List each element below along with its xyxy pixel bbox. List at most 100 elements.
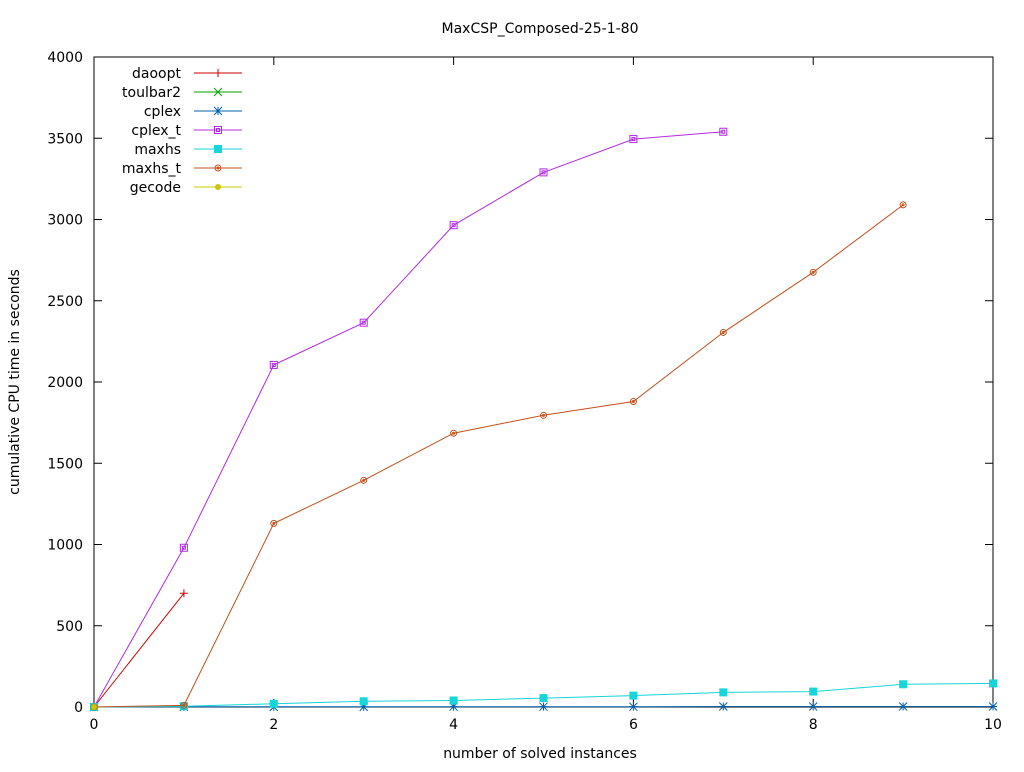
data-point xyxy=(539,694,548,703)
marker-shape xyxy=(182,703,186,707)
marker-shape xyxy=(216,166,220,170)
series-layer xyxy=(89,127,998,712)
y-tick-label: 1000 xyxy=(47,538,83,554)
series-line xyxy=(93,204,904,708)
data-point xyxy=(719,127,728,136)
marker-shape xyxy=(811,270,815,274)
legend-label: cplex_t xyxy=(131,123,181,139)
marker-shape xyxy=(360,476,368,484)
marker-shape xyxy=(899,201,907,209)
chart-title: MaxCSP_Composed-25-1-80 xyxy=(442,21,639,37)
data-point xyxy=(898,702,908,711)
y-tick-label: 2000 xyxy=(47,375,83,391)
marker-shape xyxy=(270,519,278,527)
series-cplex xyxy=(89,702,998,712)
y-tick-label: 1500 xyxy=(47,456,83,472)
marker-shape xyxy=(542,413,545,417)
marker-stroke xyxy=(808,702,818,711)
marker-shape xyxy=(181,545,186,550)
marker-shape xyxy=(216,128,220,132)
data-point xyxy=(179,543,188,552)
marker-shape xyxy=(629,135,638,144)
marker-stroke xyxy=(213,87,223,97)
y-tick-label: 4000 xyxy=(47,50,83,66)
marker-shape xyxy=(215,184,221,190)
marker-shape xyxy=(631,400,635,403)
data-point xyxy=(539,702,548,712)
marker-shape xyxy=(899,680,908,689)
marker-shape xyxy=(809,687,818,696)
data-point xyxy=(629,135,638,144)
data-point xyxy=(719,328,727,336)
x-tick-label: 2 xyxy=(269,717,278,733)
marker-shape xyxy=(451,223,456,228)
legend-item: maxhs xyxy=(134,142,242,158)
data-point xyxy=(214,145,222,153)
y-tick-label: 2500 xyxy=(47,294,83,310)
marker-shape xyxy=(450,429,458,437)
marker-shape xyxy=(359,318,368,327)
x-tick-label: 8 xyxy=(809,717,818,733)
marker-shape xyxy=(449,221,458,230)
marker-shape xyxy=(180,701,188,709)
marker-stroke xyxy=(213,106,223,116)
data-point xyxy=(540,411,547,419)
data-point xyxy=(269,699,278,708)
marker-shape xyxy=(449,696,458,705)
y-tick-label: 3000 xyxy=(47,213,83,229)
marker-shape xyxy=(214,145,222,153)
legend-label: maxhs_t xyxy=(122,161,182,177)
x-tick-label: 10 xyxy=(984,717,1002,733)
marker-shape xyxy=(719,328,727,336)
marker-stroke xyxy=(898,702,908,711)
marker-shape xyxy=(269,360,278,369)
data-point xyxy=(989,679,997,688)
series-gecode xyxy=(91,704,97,710)
data-point xyxy=(450,429,458,437)
marker-shape xyxy=(901,203,905,207)
data-point xyxy=(808,702,818,711)
data-point xyxy=(988,702,998,711)
marker-shape xyxy=(539,694,548,703)
marker-shape xyxy=(631,137,636,142)
marker-stroke xyxy=(629,702,638,712)
marker-shape xyxy=(539,168,548,177)
marker-shape xyxy=(721,129,726,134)
marker-shape xyxy=(179,543,188,552)
data-point xyxy=(449,696,458,705)
x-tick-label: 4 xyxy=(449,717,458,733)
series-line xyxy=(93,131,724,708)
legend-item: maxhs_t xyxy=(122,161,242,177)
x-axis-label: number of solved instances xyxy=(443,746,637,762)
legend-item: gecode xyxy=(130,180,242,196)
data-point xyxy=(213,87,223,97)
marker-stroke xyxy=(988,702,998,711)
marker-shape xyxy=(540,411,547,419)
marker-shape xyxy=(359,697,368,706)
series-cplex_t xyxy=(90,127,728,711)
y-tick-label: 3500 xyxy=(47,131,83,147)
data-point xyxy=(539,168,548,177)
marker-shape xyxy=(989,679,997,688)
legend-label: gecode xyxy=(130,180,181,196)
marker-shape xyxy=(719,688,728,697)
plot-frame xyxy=(93,56,994,708)
marker-shape xyxy=(362,478,366,482)
data-point xyxy=(629,691,638,700)
data-point xyxy=(214,69,222,77)
marker-shape xyxy=(629,691,638,700)
legend-label: daoopt xyxy=(132,66,181,82)
marker-shape xyxy=(452,431,456,435)
marker-stroke xyxy=(539,702,548,712)
data-point xyxy=(719,688,728,697)
legend-label: toulbar2 xyxy=(122,85,181,101)
legend-item: toulbar2 xyxy=(122,85,242,101)
data-point xyxy=(269,360,278,369)
marker-shape xyxy=(272,521,276,525)
axis-ticks: 0 2 4 6 8 10 0 500 1000 1500 2000 2500 3000 3500 4000 xyxy=(47,50,1002,733)
series-daoopt xyxy=(90,589,188,711)
data-point xyxy=(270,519,278,527)
data-point xyxy=(359,697,368,706)
